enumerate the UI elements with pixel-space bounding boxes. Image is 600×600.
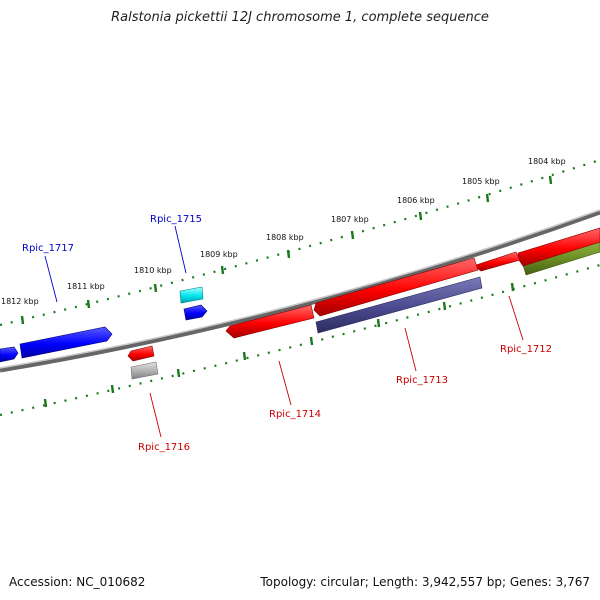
- tick-label: 1805 kbp: [462, 177, 500, 186]
- inner-dotted-ring: [0, 263, 600, 417]
- leader-line: [149, 392, 162, 438]
- gene-label-rpic-1717: Rpic_1717: [22, 243, 74, 254]
- gene-label-rpic-1716: Rpic_1716: [138, 442, 190, 453]
- leader-line: [404, 327, 417, 372]
- tick-label: 1812 kbp: [1, 297, 39, 306]
- gene-label-rpic-1714: Rpic_1714: [269, 409, 321, 420]
- genome-summary-text: Topology: circular; Length: 3,942,557 bp…: [260, 575, 590, 589]
- reverse-cds-feature: [0, 346, 19, 363]
- accession-text: Accession: NC_010682: [9, 575, 146, 589]
- tick-label: 1809 kbp: [200, 250, 238, 259]
- tick-label: 1808 kbp: [266, 233, 304, 242]
- leader-line: [44, 255, 58, 303]
- forward-cds-feature: [225, 304, 315, 339]
- tick-labels: 1804 kbp 1805 kbp 1806 kbp 1807 kbp 1808…: [1, 157, 566, 306]
- map-title: Ralstonia pickettii 12J chromosome 1, co…: [111, 10, 489, 25]
- tick-label: 1804 kbp: [528, 157, 566, 166]
- forward-cds-feature: [313, 257, 479, 317]
- outer-major-ticks: [20, 175, 553, 325]
- gene-label-rpic-1713: Rpic_1713: [396, 375, 448, 386]
- genome-backbone: [0, 209, 600, 373]
- tick-label: 1810 kbp: [134, 266, 172, 275]
- cyan-feature: [179, 286, 204, 304]
- gene-label-rpic-1712: Rpic_1712: [500, 344, 552, 355]
- forward-cds-feature: [127, 345, 155, 362]
- reverse-cds-feature: [183, 304, 208, 321]
- gray-feature: [130, 361, 159, 380]
- gene-labels: Rpic_1712 Rpic_1713 Rpic_1714 Rpic_1715 …: [22, 214, 552, 453]
- gene-label-leaders: [44, 225, 524, 438]
- reverse-cds-feature: [19, 326, 113, 359]
- tick-label: 1811 kbp: [67, 282, 105, 291]
- gene-label-rpic-1715: Rpic_1715: [150, 214, 202, 225]
- blast-match-feature: [315, 276, 483, 334]
- tick-label: 1807 kbp: [331, 215, 369, 224]
- leader-line: [278, 360, 292, 406]
- leader-line: [174, 225, 187, 274]
- leader-line: [508, 295, 524, 341]
- outer-dotted-ring: [0, 158, 600, 327]
- forward-cds-feature: [475, 251, 521, 272]
- tick-label: 1806 kbp: [397, 196, 435, 205]
- inner-major-ticks: [43, 282, 515, 408]
